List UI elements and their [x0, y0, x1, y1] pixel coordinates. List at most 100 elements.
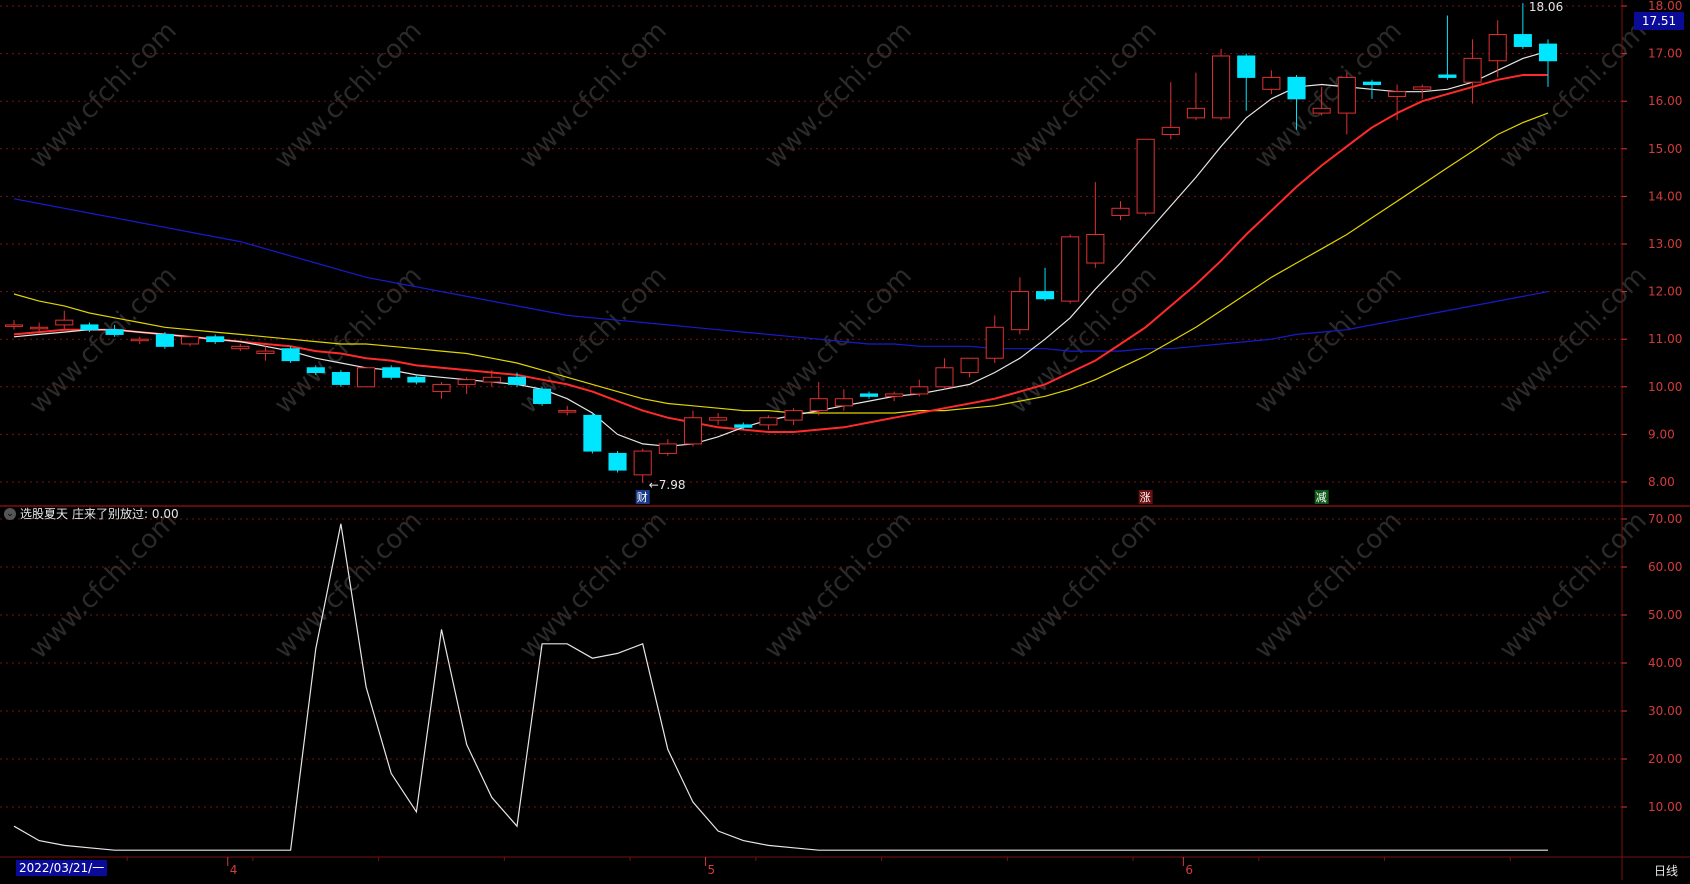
watermark-text: www.cfchi.com: [1494, 506, 1653, 665]
candle-up: [1388, 91, 1407, 97]
candle-up: [935, 367, 954, 388]
price-tick-label: 18.00: [1648, 0, 1682, 13]
candle-up: [231, 345, 250, 350]
candle-down: [1362, 81, 1382, 86]
candle-up: [633, 450, 652, 476]
indicator-line: [13, 523, 1548, 851]
month-label: 6: [1185, 863, 1193, 877]
candle-down: [155, 333, 174, 347]
event-marker-zhang: 涨: [1140, 491, 1151, 504]
watermark-text: www.cfchi.com: [1249, 506, 1408, 665]
event-marker-jian: 减: [1316, 491, 1327, 504]
candle-up: [1262, 76, 1281, 90]
candle-up: [1413, 86, 1432, 90]
candle-down: [608, 452, 627, 471]
candle-down: [583, 414, 602, 452]
watermark-text: www.cfchi.com: [514, 16, 673, 175]
month-label: 4: [230, 863, 238, 877]
candle-down: [1035, 291, 1055, 300]
candle-up: [910, 386, 929, 395]
date-cursor-badge: 2022/03/21/一: [16, 860, 108, 876]
candle-up: [1186, 107, 1205, 119]
candle-down: [1237, 55, 1256, 78]
candle-up: [784, 410, 803, 421]
watermark-text: www.cfchi.com: [24, 506, 183, 665]
watermark-text: www.cfchi.com: [269, 16, 428, 175]
watermark-text: www.cfchi.com: [514, 506, 673, 665]
candle-down: [281, 348, 300, 362]
low-price-label: ←7.98: [649, 478, 686, 492]
candle-up: [1010, 291, 1029, 331]
watermark-text: www.cfchi.com: [1004, 261, 1163, 420]
candle-down: [206, 336, 225, 343]
candle-up: [130, 338, 149, 342]
candle-down: [1538, 43, 1558, 62]
candle-up: [1086, 233, 1105, 264]
candle-up: [1312, 107, 1331, 114]
candle-down: [1513, 34, 1532, 47]
candle-up: [4, 324, 24, 327]
current-price-badge: 17.51: [1634, 12, 1684, 30]
candle-up: [1463, 57, 1482, 83]
event-marker-jian-bg: [1314, 490, 1329, 504]
price-tick-label: 14.00: [1648, 189, 1682, 203]
indicator-tick-label: 40.00: [1648, 656, 1682, 670]
price-tick-label: 10.00: [1648, 380, 1682, 394]
candle-down: [734, 424, 753, 428]
period-selector[interactable]: 日线: [1653, 864, 1678, 878]
high-price-label: 18.06: [1529, 0, 1563, 14]
candle-up: [457, 379, 476, 385]
watermark-text: www.cfchi.com: [1494, 261, 1653, 420]
candle-down: [105, 329, 124, 335]
ma20-line: [13, 112, 1549, 414]
candle-up: [1061, 236, 1080, 302]
watermark-text: www.cfchi.com: [24, 16, 183, 175]
candle-down: [1438, 74, 1457, 78]
candle-up: [709, 417, 728, 421]
candle-up: [834, 398, 853, 407]
watermark-text: www.cfchi.com: [1249, 261, 1408, 420]
candle-up: [1337, 76, 1356, 114]
indicator-name[interactable]: 选股夏天: [20, 507, 69, 521]
price-tick-label: 11.00: [1648, 332, 1682, 346]
candle-down: [80, 324, 99, 331]
candle-up: [558, 410, 577, 413]
event-marker-cai-bg: [635, 490, 650, 504]
candle-down: [331, 372, 350, 385]
collapse-icon[interactable]: ⌄: [4, 508, 16, 520]
indicator-header: ⌄ 选股夏天 庄来了别放过: 0.00: [4, 505, 179, 523]
candle-up: [1111, 207, 1130, 216]
candle-up: [432, 383, 451, 393]
indicator-tick-label: 50.00: [1648, 608, 1682, 622]
watermark-text: www.cfchi.com: [269, 506, 428, 665]
watermark-text: www.cfchi.com: [1249, 16, 1408, 175]
candle-down: [306, 367, 325, 374]
candle-down: [407, 376, 426, 383]
price-tick-label: 8.00: [1648, 475, 1675, 489]
candle-up: [1488, 34, 1507, 62]
candle-up: [759, 417, 778, 426]
ma10-line: [13, 74, 1548, 433]
candle-down: [533, 388, 552, 404]
candle-up: [885, 393, 904, 397]
candle-up: [985, 326, 1004, 359]
event-marker-cai: 财: [637, 490, 648, 504]
indicator-tick-label: 20.00: [1648, 752, 1682, 766]
candle-up: [180, 336, 200, 345]
candle-up: [1136, 138, 1155, 214]
indicator-tick-label: 30.00: [1648, 704, 1682, 718]
candle-up: [482, 376, 501, 383]
indicator-tick-label: 60.00: [1648, 560, 1682, 574]
price-tick-label: 17.00: [1648, 47, 1682, 61]
candle-up: [809, 398, 828, 412]
watermark-text: www.cfchi.com: [1004, 506, 1163, 665]
candle-up: [256, 350, 275, 354]
candle-up: [357, 367, 376, 388]
candle-down: [382, 367, 401, 378]
indicator-tick-label: 70.00: [1648, 512, 1682, 526]
indicator-tick-label: 10.00: [1648, 800, 1682, 814]
candle-up: [960, 357, 979, 374]
candle-up: [658, 443, 677, 454]
